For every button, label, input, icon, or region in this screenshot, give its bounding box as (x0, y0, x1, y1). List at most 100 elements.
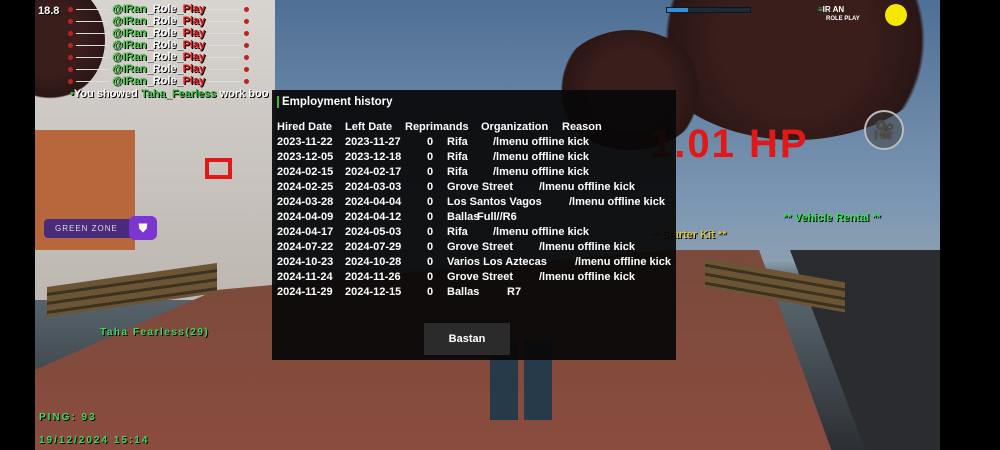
chat-suffix: Play (182, 75, 206, 87)
chat-suffix: Play (182, 3, 206, 15)
organization: Los Santos Vagos (447, 196, 542, 208)
chat-suffix: Play (182, 15, 206, 27)
fps-counter: 18.8 (38, 5, 60, 17)
close-button[interactable]: Bastan (424, 323, 510, 355)
table-row: 2024-02-15 2024-02-17 0 Rifa /lmenu offl… (272, 166, 676, 181)
hired-date: 2024-10-23 (277, 256, 334, 268)
chat-mid: _Role_ (146, 63, 183, 75)
chat-at: @IRan (112, 3, 147, 15)
chat-line: @IRan@IRan_Role__Role_Play (68, 3, 250, 15)
reason: /lmenu offline kick (493, 151, 589, 163)
dialog-title: Employment history (277, 96, 393, 108)
column-reprimands: Reprimands (405, 121, 469, 133)
table-row: 2024-02-25 2024-03-03 0 Grove Street /lm… (272, 181, 676, 196)
reprimands: 0 (426, 181, 434, 193)
sun (885, 4, 907, 26)
column-hired-date: Hired Date (277, 121, 333, 133)
chat-suffix: Play (182, 63, 206, 75)
table-header: Hired Date Left Date Reprimands Organiza… (272, 121, 676, 136)
hired-date: 2024-02-15 (277, 166, 334, 178)
chat-mid: _Role_ (146, 39, 183, 51)
chat-mid: _Role_ (146, 75, 183, 87)
message-text-end: work boo (216, 88, 269, 100)
reason: /lmenu offline kick (539, 181, 635, 193)
left-date: 2024-07-29 (345, 241, 402, 253)
chat-mid: _Role_ (146, 3, 183, 15)
chat-message: •You showed Taha_Fearless work boo (70, 88, 269, 100)
chat-line: @IRan@IRan_Role__Role_Play (68, 51, 250, 63)
chat-mid: _Role_ (146, 27, 183, 39)
left-date: 2024-03-03 (345, 181, 402, 193)
reason: /lmenu offline kick (493, 136, 589, 148)
organization: Grove Street (447, 241, 514, 253)
organization: Rifa (447, 151, 468, 163)
reprimands: 0 (426, 286, 434, 298)
hired-date: 2024-02-25 (277, 181, 334, 193)
table-row: 2024-11-24 2024-11-26 0 Grove Street /lm… (272, 271, 676, 286)
chat-line: @IRan@IRan_Role__Role_Play (68, 15, 250, 27)
chat-at: @IRan (112, 39, 147, 51)
left-date: 2023-11-27 (345, 136, 401, 148)
left-date: 2024-05-03 (345, 226, 402, 238)
left-date: 2023-12-18 (345, 151, 402, 163)
organization: Rifa (447, 166, 468, 178)
chat-line: @IRan@IRan_Role__Role_Play (68, 75, 250, 87)
reprimands: 0 (426, 196, 434, 208)
reason: /lmenu offline kick (539, 241, 635, 253)
ping-label: PING: 93 (39, 412, 97, 423)
reason: /lmenu offline kick (569, 196, 665, 208)
red-marker (205, 158, 232, 179)
organization: Varios Los Aztecas (447, 256, 547, 268)
reason: /lmenu offline kick (493, 226, 589, 238)
column-left-date: Left Date (345, 121, 393, 133)
hired-date: 2024-04-09 (277, 211, 334, 223)
reprimands: 0 (426, 241, 434, 253)
left-date: 2024-04-04 (345, 196, 402, 208)
table-row: 2024-11-29 2024-12-15 0 Ballas R7 (272, 286, 676, 301)
chat-line: @IRan@IRan_Role__Role_Play (68, 39, 250, 51)
hired-date: 2024-04-17 (277, 226, 334, 238)
left-date: 2024-10-28 (345, 256, 402, 268)
reprimands: 0 (426, 271, 434, 283)
chat-suffix: Play (182, 27, 206, 39)
reason: /lmenu offline kick (575, 256, 671, 268)
progress-fill (667, 8, 688, 12)
left-date: 2024-11-26 (345, 271, 401, 283)
organization: Rifa (447, 136, 468, 148)
reason: R7 (507, 286, 522, 298)
chat-at: @IRan (112, 63, 147, 75)
reprimands: 0 (426, 211, 434, 223)
chat-line: @IRan@IRan_Role__Role_Play (68, 27, 250, 39)
chat-suffix: Play (182, 51, 206, 63)
message-player-name: Taha_Fearless (140, 88, 217, 100)
chat-mid: _Role_ (146, 15, 183, 27)
progress-bar (666, 7, 751, 13)
organization: Grove Street (447, 271, 514, 283)
reprimands: 0 (426, 151, 434, 163)
column-reason: Reason (562, 121, 602, 133)
camera-icon[interactable]: 🎥 (864, 110, 904, 150)
table-row: 2024-04-09 2024-04-12 0 Ballas Full//R6 (272, 211, 676, 226)
reason: Full//R6 (477, 211, 517, 223)
reason: /lmenu offline kick (539, 271, 635, 283)
hired-date: 2024-03-28 (277, 196, 334, 208)
reprimands: 0 (426, 256, 434, 268)
hired-date: 2024-11-29 (277, 286, 333, 298)
green-zone-badge: GREEN ZONE (44, 219, 136, 238)
table-row: 2023-12-05 2023-12-18 0 Rifa /lmenu offl… (272, 151, 676, 166)
left-date: 2024-04-12 (345, 211, 402, 223)
reprimands: 0 (426, 166, 434, 178)
left-date: 2024-02-17 (345, 166, 402, 178)
table-row: 2024-03-28 2024-04-04 0 Los Santos Vagos… (272, 196, 676, 211)
vehicle-rental-label: ** Vehicle Rental ** (783, 212, 881, 224)
datetime-label: 19/12/2024 15:14 (39, 435, 150, 446)
player-nametag: Taha Fearless(29) (100, 327, 210, 338)
left-date: 2024-12-15 (345, 286, 402, 298)
column-organization: Organization (481, 121, 549, 133)
hired-date: 2023-11-22 (277, 136, 333, 148)
chat-mid: _Role_ (146, 51, 183, 63)
logo-subtext: ROLE PLAY (826, 16, 860, 22)
reprimands: 0 (426, 226, 434, 238)
chat-at: @IRan (112, 75, 147, 87)
table-row: 2024-04-17 2024-05-03 0 Rifa /lmenu offl… (272, 226, 676, 241)
